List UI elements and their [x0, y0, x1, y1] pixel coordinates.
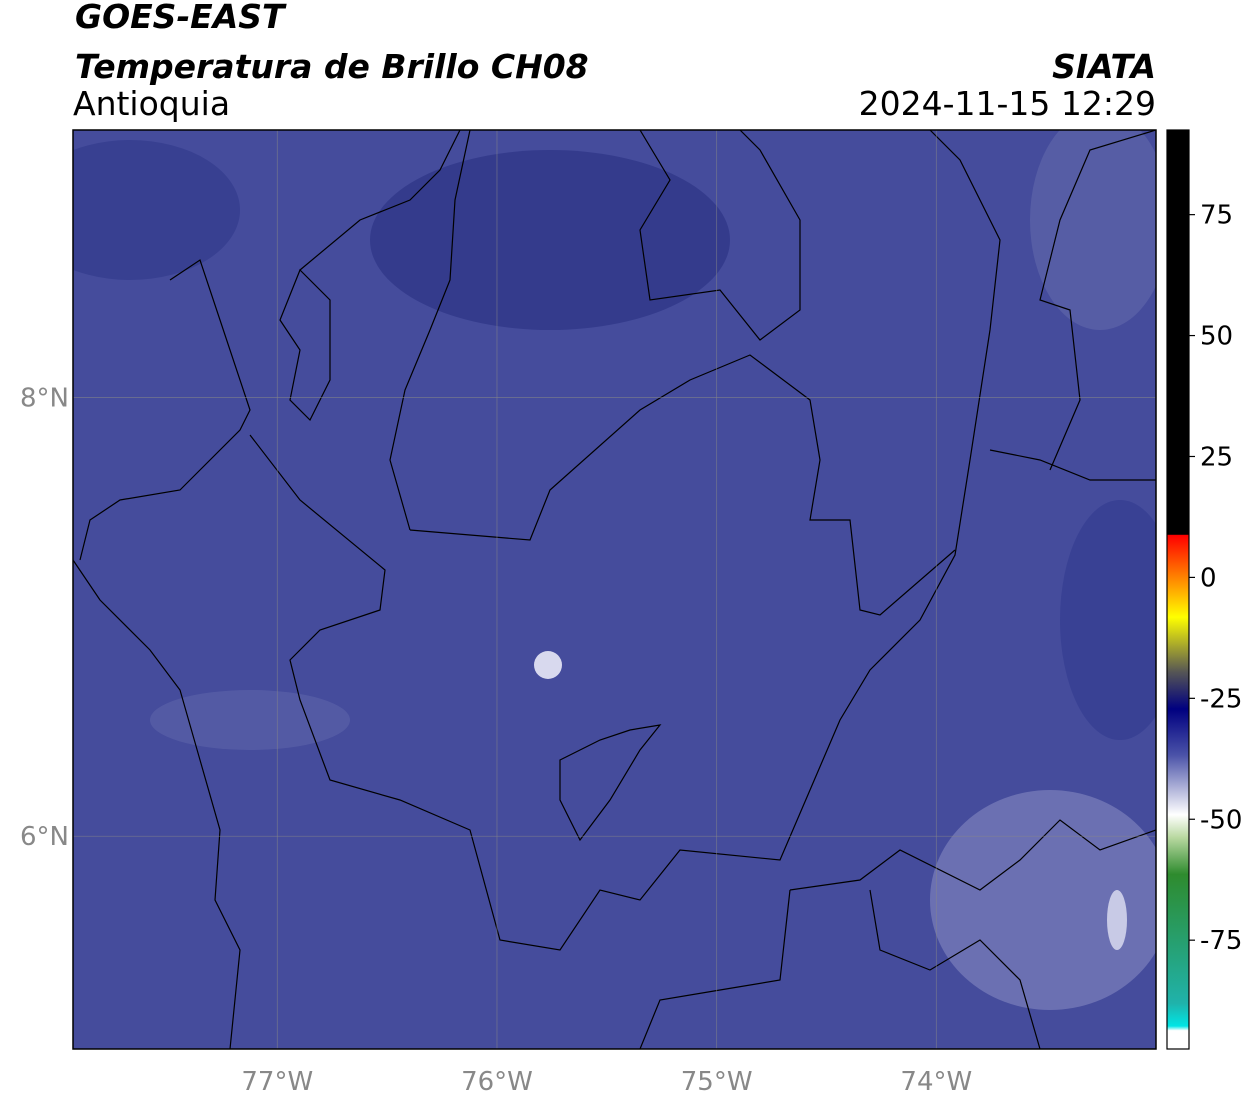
colorbar-tick-label: 25 [1200, 442, 1233, 472]
source: SIATA [1052, 47, 1156, 86]
warm-patch [1030, 130, 1156, 330]
tick-labels: 77°W 76°W 75°W 74°W 8°N 6°N 75 50 25 0 -25 -50 -75 [20, 201, 1242, 1097]
grid [73, 130, 1156, 1049]
map-area [73, 130, 1156, 1049]
cold-patch [73, 140, 240, 280]
cold-patch [370, 150, 730, 330]
map-frame [72, 129, 1157, 1050]
colorbar-tick-label: -25 [1200, 684, 1242, 714]
warm-spot [1107, 890, 1127, 950]
x-tick-label: 75°W [681, 1067, 753, 1097]
datetime: 2024-11-15 12:29 [859, 84, 1156, 123]
x-tick-label: 76°W [461, 1067, 533, 1097]
x-tick-label: 77°W [241, 1067, 313, 1097]
cold-patch [1060, 500, 1156, 740]
warm-patch [150, 690, 350, 750]
x-tick-label: 74°W [900, 1067, 972, 1097]
warm-spot [534, 651, 562, 679]
y-tick-label: 8°N [20, 384, 69, 414]
subtitle: Temperatura de Brillo CH08 [75, 47, 589, 86]
borders [73, 130, 1156, 1049]
colorbar-tick-label: -75 [1200, 926, 1242, 956]
colorbar-tick-label: 75 [1200, 201, 1233, 231]
y-tick-label: 6°N [20, 822, 69, 852]
warm-patch [930, 790, 1156, 1010]
colorbar-tick-label: 0 [1200, 563, 1217, 593]
colorbar-tick-label: 50 [1200, 322, 1233, 352]
title: GOES-EAST [75, 0, 287, 36]
colorbar [1166, 129, 1190, 1050]
region: Antioquia [73, 84, 230, 123]
colorbar-tick-label: -50 [1200, 805, 1242, 835]
